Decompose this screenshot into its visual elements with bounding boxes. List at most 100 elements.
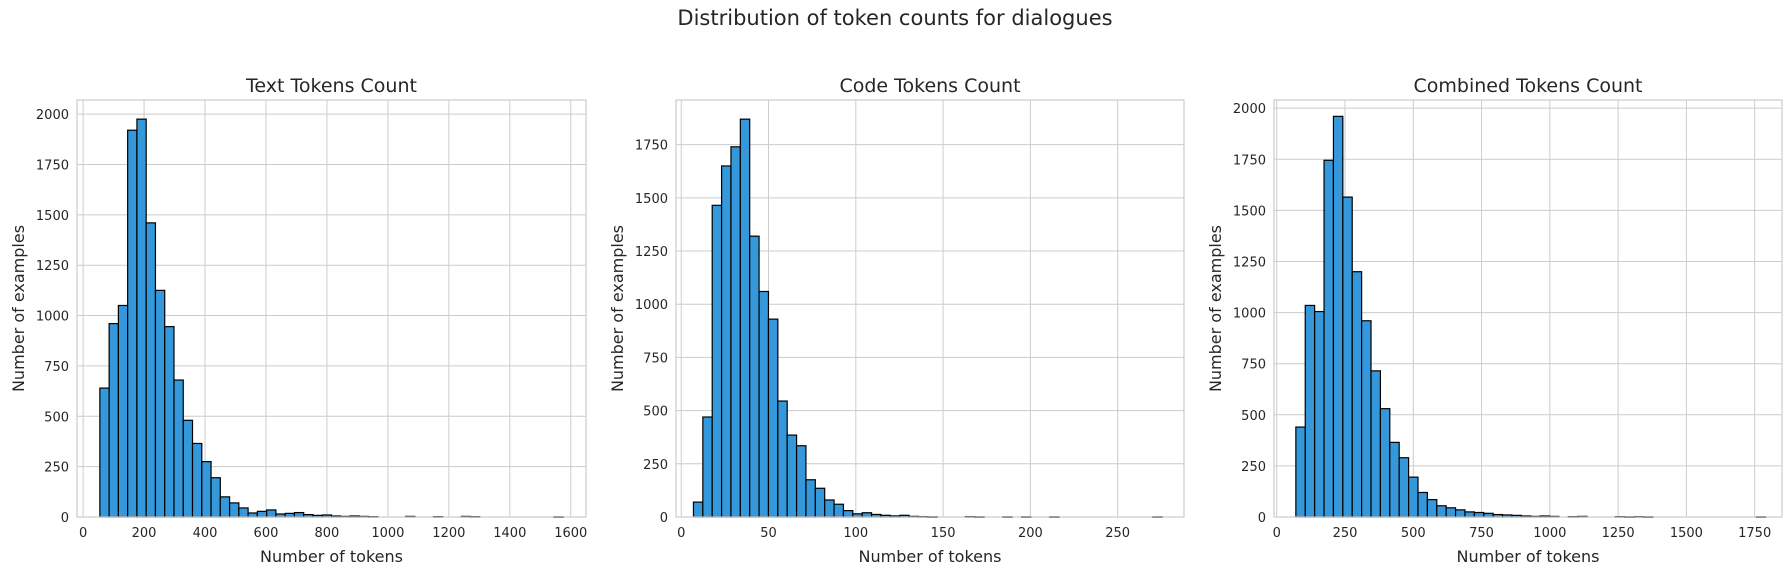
y-tick-label: 750 xyxy=(1241,358,1266,373)
y-axis-label: Number of examples xyxy=(1206,225,1225,392)
x-tick-label: 1600 xyxy=(554,526,587,541)
chart-panel: 0 250 500 750 1000 1250 1500 1750 0 250 500 750 1000… xyxy=(1206,75,1783,566)
histogram-bar xyxy=(1389,441,1400,518)
histogram-bar xyxy=(228,502,240,518)
histogram-bar xyxy=(1332,115,1344,518)
y-tick-label: 1000 xyxy=(1233,307,1266,322)
x-tick-label: 0 xyxy=(1273,526,1281,541)
y-tick-label: 2000 xyxy=(1233,102,1266,117)
histogram-bar xyxy=(210,477,221,518)
histogram-bar xyxy=(173,379,184,518)
histogram-bar xyxy=(117,304,129,518)
histogram-bar xyxy=(861,512,873,518)
x-tick-label: 1000 xyxy=(371,526,404,541)
y-tick-label: 1000 xyxy=(36,310,69,325)
histogram-bar xyxy=(777,400,788,518)
y-tick-label: 1500 xyxy=(635,192,668,207)
histogram-bar xyxy=(749,235,760,518)
y-tick-label: 500 xyxy=(643,405,668,420)
x-axis-label: Number of tokens xyxy=(1457,547,1600,566)
axes-frame xyxy=(76,99,587,518)
x-tick-label: 800 xyxy=(315,526,340,541)
histogram-bar xyxy=(814,487,826,518)
histogram-bar xyxy=(1379,408,1391,518)
histogram-bar xyxy=(1323,159,1335,518)
x-tick-label: 0 xyxy=(79,526,87,541)
histogram-bar xyxy=(1314,310,1325,518)
histogram-bar xyxy=(1342,196,1353,518)
histogram-bar xyxy=(833,503,845,518)
histogram-bar xyxy=(1370,370,1382,518)
x-axis-label: Number of tokens xyxy=(260,547,403,566)
histogram-bar xyxy=(1361,320,1372,518)
histogram-bar xyxy=(758,290,770,518)
y-tick-label: 2000 xyxy=(36,108,69,123)
histogram-bar xyxy=(692,501,704,518)
histogram-bar xyxy=(730,146,741,518)
y-tick-label: 1750 xyxy=(635,139,668,154)
x-tick-label: 1500 xyxy=(1670,526,1703,541)
histogram-bar xyxy=(805,479,816,518)
histogram-bar xyxy=(824,499,835,518)
x-tick-label: 1400 xyxy=(493,526,526,541)
chart-title: Text Tokens Count xyxy=(245,75,417,97)
x-tick-label: 500 xyxy=(1401,526,1426,541)
y-tick-label: 750 xyxy=(643,351,668,366)
histogram-bar xyxy=(739,118,751,518)
chart-panel: 0 200 400 600 800 1000 1200 1400 1600 0 250 500 750 1… xyxy=(9,75,587,566)
y-tick-label: 500 xyxy=(44,410,69,425)
histogram-bar xyxy=(1426,499,1438,518)
histogram-bar xyxy=(1454,509,1466,518)
y-tick-label: 1000 xyxy=(635,298,668,313)
y-tick-label: 1750 xyxy=(1233,153,1266,168)
histogram-bar xyxy=(1464,511,1475,518)
y-tick-label: 0 xyxy=(1258,511,1266,526)
y-tick-label: 1500 xyxy=(36,209,69,224)
chart-title: Combined Tokens Count xyxy=(1414,75,1643,97)
y-tick-label: 750 xyxy=(44,360,69,375)
histogram-bar xyxy=(1295,426,1306,518)
y-tick-label: 1250 xyxy=(36,259,69,274)
histogram-bar xyxy=(786,434,798,518)
x-tick-label: 1250 xyxy=(1602,526,1635,541)
histogram-bar xyxy=(1445,507,1457,518)
x-axis-label: Number of tokens xyxy=(859,547,1002,566)
x-tick-label: 400 xyxy=(193,526,218,541)
chart-panel: 0 50 100 150 200 250 0 250 500 750 1000 1250 1500 175… xyxy=(608,75,1185,566)
x-tick-label: 250 xyxy=(1333,526,1358,541)
histogram-bar xyxy=(108,323,119,518)
histogram-bar xyxy=(795,445,807,518)
x-tick-label: 0 xyxy=(677,526,685,541)
x-tick-label: 1750 xyxy=(1738,526,1771,541)
histogram-bar xyxy=(247,512,258,518)
histogram-bar xyxy=(219,496,231,518)
y-axis-label: Number of examples xyxy=(9,225,28,392)
x-tick-label: 1200 xyxy=(432,526,465,541)
y-tick-label: 250 xyxy=(1241,460,1266,475)
histogram-bar xyxy=(191,442,203,518)
x-tick-label: 50 xyxy=(760,526,777,541)
histogram-bar xyxy=(154,289,166,518)
histogram-bar xyxy=(136,118,147,518)
histogram-bar xyxy=(1304,304,1316,518)
y-tick-label: 250 xyxy=(44,461,69,476)
x-tick-label: 750 xyxy=(1469,526,1494,541)
histogram-bar xyxy=(201,461,212,518)
histogram-bar xyxy=(702,416,713,518)
x-tick-label: 150 xyxy=(931,526,956,541)
histogram-bar xyxy=(767,318,779,518)
histogram-bar xyxy=(164,326,175,518)
x-tick-label: 100 xyxy=(843,526,868,541)
y-tick-label: 1250 xyxy=(635,245,668,260)
y-tick-label: 0 xyxy=(660,511,668,526)
y-tick-label: 1750 xyxy=(36,158,69,173)
axes-frame xyxy=(1273,99,1783,518)
y-tick-label: 1500 xyxy=(1233,204,1266,219)
histogram-bar xyxy=(711,204,723,518)
histogram-bar xyxy=(842,510,854,518)
x-tick-label: 200 xyxy=(1018,526,1043,541)
histogram-bar xyxy=(1398,457,1410,518)
y-tick-label: 0 xyxy=(61,511,69,526)
histogram-bar xyxy=(1417,491,1428,518)
